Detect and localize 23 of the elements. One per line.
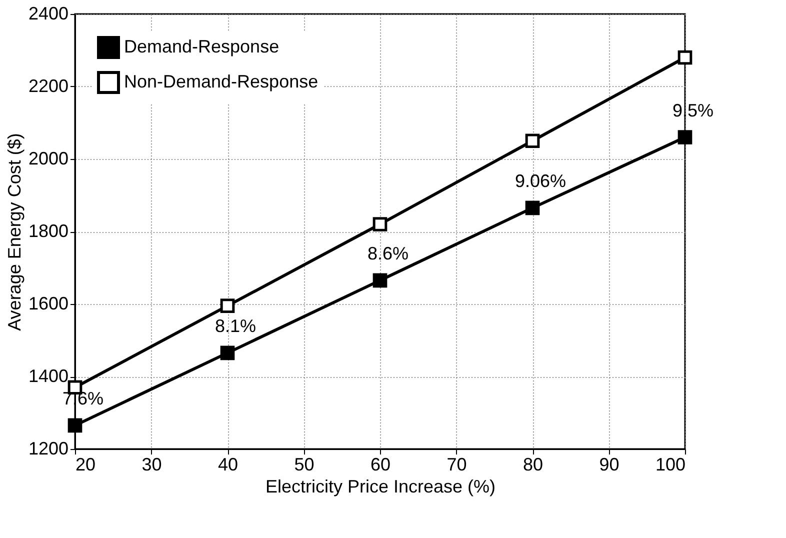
x-tick-label: 40: [218, 454, 238, 474]
annotation: 8.6%: [367, 243, 409, 264]
y-tick-label: 1800: [28, 221, 68, 241]
annotation: 9.06%: [514, 170, 566, 191]
x-tick-label: 100: [655, 454, 686, 474]
x-tick-label: 30: [142, 454, 162, 474]
x-tick-label: 70: [446, 454, 467, 474]
y-tick-label: 1200: [28, 438, 68, 458]
x-tick-label: 50: [294, 454, 314, 474]
y-tick-label: 2000: [28, 148, 68, 168]
y-axis-title: Average Energy Cost ($): [4, 133, 24, 331]
x-tick-label: 90: [599, 454, 620, 474]
y-tick-label: 1600: [28, 294, 68, 314]
y-tick-label: 1400: [28, 366, 68, 386]
y-tick-label: 2200: [28, 76, 68, 96]
y-tick-label: 2400: [28, 4, 68, 24]
x-tick-label: 60: [370, 454, 391, 474]
legend-label: Non-Demand-Response: [124, 72, 318, 92]
legend-label: Demand-Response: [124, 36, 280, 56]
annotation: 8.1%: [214, 316, 256, 336]
x-tick-label: 80: [522, 454, 544, 474]
x-tick-label: 20: [76, 454, 96, 474]
x-axis-title: Electricity Price Increase (%): [265, 476, 496, 496]
